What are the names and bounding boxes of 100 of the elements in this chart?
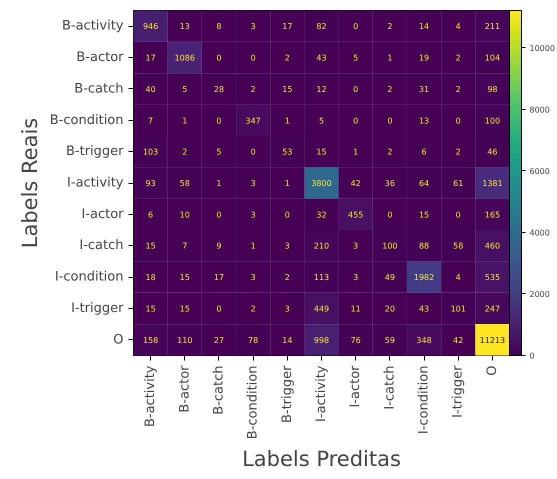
y-tick-label: B-condition xyxy=(50,112,124,128)
x-tick-label: I-condition xyxy=(416,365,432,434)
data-label: 28 xyxy=(214,84,224,94)
data-label: 7 xyxy=(148,116,154,126)
data-label: 2 xyxy=(284,54,290,63)
data-label: 210 xyxy=(314,242,330,251)
color-bar-label: 8000 xyxy=(530,105,550,114)
data-label: 113 xyxy=(314,273,330,282)
data-label: 11213 xyxy=(480,336,506,345)
y-tick-label: B-actor xyxy=(76,50,124,66)
data-label: 2 xyxy=(387,148,392,157)
data-label: 10 xyxy=(180,210,190,220)
y-tick-label: B-trigger xyxy=(66,144,124,160)
data-label: 42 xyxy=(453,336,464,345)
data-label: 64 xyxy=(418,179,430,188)
y-axis-title: Labels Reais xyxy=(18,118,42,248)
data-label: 98 xyxy=(487,84,498,94)
data-label: 78 xyxy=(248,336,258,345)
y-tick-label: I-activity xyxy=(67,176,124,190)
data-label: 2 xyxy=(456,148,461,157)
data-label: 0 xyxy=(250,148,256,157)
data-label: 76 xyxy=(350,336,361,345)
data-label: 82 xyxy=(316,22,327,32)
data-label: 460 xyxy=(484,242,500,251)
data-label: 40 xyxy=(146,84,156,94)
data-label: 0 xyxy=(216,210,222,220)
x-axis-title: Labels Preditas xyxy=(242,447,401,472)
color-bar-label: 6000 xyxy=(530,166,550,176)
data-label: 15 xyxy=(180,273,190,282)
data-label: 20 xyxy=(384,304,395,314)
data-label: 110 xyxy=(177,336,192,345)
data-label: 18 xyxy=(146,273,156,282)
x-tick-label: B-actor xyxy=(177,364,192,413)
data-label: 3 xyxy=(284,242,290,251)
data-label: 58 xyxy=(453,242,464,251)
color-bar-label: 4000 xyxy=(530,228,550,238)
data-label: 2 xyxy=(284,273,290,282)
data-label: 103 xyxy=(142,148,158,157)
data-label: 3 xyxy=(353,273,358,282)
x-tick-label: I-actor xyxy=(348,364,364,408)
data-label: 14 xyxy=(418,22,430,32)
data-label: 9 xyxy=(216,242,222,251)
data-label: 3 xyxy=(353,242,358,251)
x-tick-label: I-catch xyxy=(382,366,398,410)
data-label: 7 xyxy=(182,242,188,251)
data-label: 42 xyxy=(350,179,361,188)
data-label: 100 xyxy=(382,242,398,251)
data-label: 1 xyxy=(387,54,392,63)
data-label: 17 xyxy=(214,273,224,282)
data-label: 1982 xyxy=(414,273,434,282)
data-label: 6 xyxy=(148,210,154,220)
data-label: 61 xyxy=(453,179,464,188)
y-tick-label: I-actor xyxy=(81,206,124,222)
data-label: 15 xyxy=(316,148,327,157)
data-label: 46 xyxy=(487,148,498,157)
data-label: 348 xyxy=(416,336,432,345)
data-label: 15 xyxy=(180,304,190,314)
x-tick-label: B-catch xyxy=(211,365,226,415)
data-label: 32 xyxy=(316,210,327,220)
data-label: 27 xyxy=(214,336,224,345)
data-label: 2 xyxy=(387,84,392,94)
color-bar-label: 10000 xyxy=(530,44,555,53)
data-label: 247 xyxy=(484,304,500,314)
data-label: 36 xyxy=(384,179,395,188)
data-label: 15 xyxy=(146,242,156,251)
data-label: 1 xyxy=(353,148,358,157)
data-label: 2 xyxy=(250,84,256,94)
y-tick-label: O xyxy=(113,332,124,348)
data-label: 449 xyxy=(314,304,330,314)
data-label: 100 xyxy=(484,116,500,126)
data-label: 1 xyxy=(284,116,290,126)
data-label: 1381 xyxy=(482,179,503,188)
x-tick-label: I-activity xyxy=(314,365,329,422)
data-label: 0 xyxy=(353,22,358,32)
data-label: 3 xyxy=(250,22,256,32)
data-label: 165 xyxy=(484,210,500,220)
x-tick-label: B-trigger xyxy=(280,364,295,424)
data-label: 43 xyxy=(418,304,430,314)
data-label: 998 xyxy=(314,336,330,345)
data-label: 1086 xyxy=(174,54,195,63)
data-label: 4 xyxy=(456,273,461,282)
data-label: 49 xyxy=(384,273,395,282)
data-label: 0 xyxy=(456,210,461,220)
color-bar-label: 2000 xyxy=(530,290,550,299)
data-label: 0 xyxy=(387,116,392,126)
y-tick-label: I-trigger xyxy=(71,300,124,316)
data-label: 0 xyxy=(250,54,256,63)
data-label: 3 xyxy=(284,304,290,314)
data-label: 2 xyxy=(456,54,461,63)
x-tick-label: B-condition xyxy=(246,365,261,440)
data-label: 0 xyxy=(387,210,392,220)
data-label: 2 xyxy=(456,84,461,94)
data-label: 12 xyxy=(316,84,327,94)
data-label: 1 xyxy=(216,179,222,188)
data-label: 53 xyxy=(282,148,292,157)
data-label: 5 xyxy=(216,148,222,157)
data-label: 0 xyxy=(216,54,222,63)
data-label: 4 xyxy=(456,22,461,32)
y-tick-label: B-catch xyxy=(74,81,124,96)
data-label: 13 xyxy=(180,22,190,32)
